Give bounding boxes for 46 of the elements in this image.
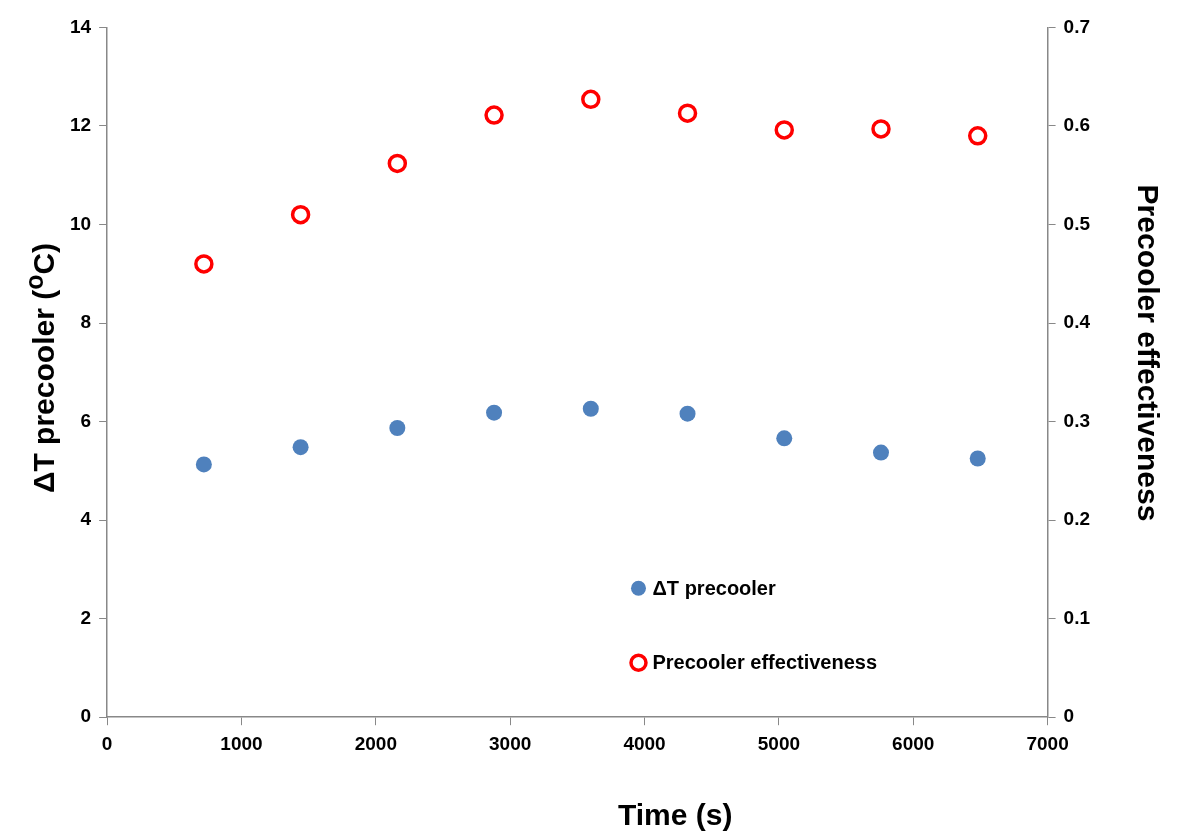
y2-tick-label: 0.2 (1063, 508, 1091, 530)
y2-tick-label: 0 (1063, 705, 1075, 727)
y2-tick-label: 0.3 (1063, 409, 1091, 431)
y-tick-label: 12 (69, 114, 92, 136)
point (871, 119, 891, 139)
y2-tick-label: 0.4 (1063, 311, 1091, 333)
y2-tick-label: 0.7 (1063, 15, 1091, 37)
y2-tick-label: 0.5 (1063, 212, 1091, 234)
y-tick-label: 4 (80, 508, 92, 530)
point (389, 419, 406, 436)
y-tick-label: 0 (80, 705, 92, 727)
y-tick-label: 2 (80, 606, 92, 628)
point (679, 405, 696, 422)
point (969, 450, 986, 467)
y-tick-label: 8 (80, 311, 92, 333)
point (195, 456, 212, 473)
y-tick-label: 10 (69, 212, 92, 234)
y2-tick-label: 0.1 (1063, 606, 1091, 628)
x-tick-label: 3000 (489, 732, 532, 754)
point (486, 404, 503, 421)
x-tick-label: 1000 (220, 732, 263, 754)
y-tick-label: 14 (69, 15, 92, 37)
x-tick-label: 2000 (354, 732, 397, 754)
x-tick-label: 6000 (892, 732, 935, 754)
x-axis-title: Time (s) (618, 798, 733, 832)
point (677, 103, 698, 123)
point (967, 126, 988, 146)
point (776, 430, 793, 447)
legend-label: Precooler effectiveness (652, 651, 878, 674)
point (292, 439, 309, 456)
x-tick-label: 7000 (1026, 732, 1069, 754)
y2-tick-label: 0.6 (1063, 114, 1091, 136)
point (290, 204, 311, 225)
point (872, 444, 889, 461)
point (387, 153, 408, 174)
x-tick-label: 5000 (757, 732, 801, 754)
x-tick-label: 0 (101, 732, 113, 754)
point (194, 254, 214, 274)
y2-axis-title: Precooler effectiveness (1131, 184, 1165, 522)
point (582, 400, 599, 417)
point (581, 89, 601, 110)
legend-label: ΔT precooler (652, 576, 776, 599)
point (484, 105, 504, 125)
point (774, 120, 795, 140)
y-tick-label: 6 (80, 409, 92, 431)
x-tick-label: 4000 (623, 732, 666, 754)
